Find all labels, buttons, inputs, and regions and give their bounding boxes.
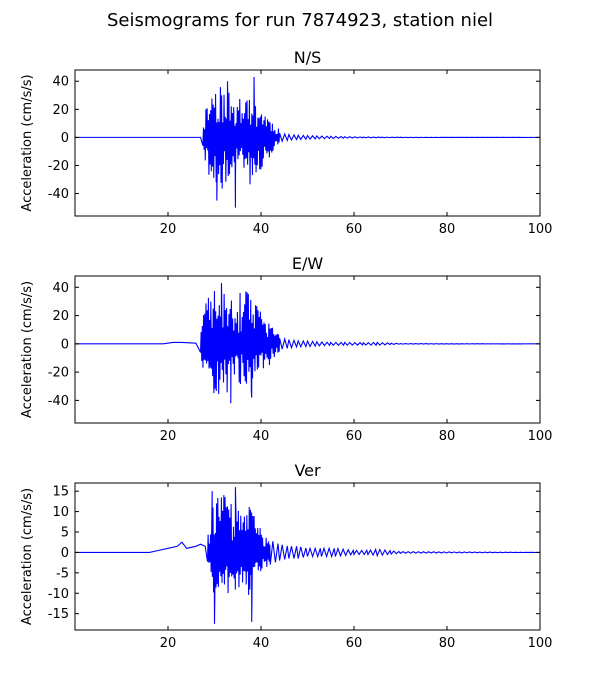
trace-ns bbox=[75, 77, 540, 208]
ytick-label-ns--40: -40 bbox=[48, 187, 69, 202]
xtick-label-ns-40: 40 bbox=[253, 222, 270, 237]
ylabel-ew: Acceleration (cm/s/s) bbox=[20, 281, 35, 418]
trace-ew bbox=[75, 283, 540, 404]
xtick-label-ver-20: 20 bbox=[160, 636, 177, 651]
ytick-label-ew--20: -20 bbox=[48, 366, 69, 381]
ytick-label-ver-0: 0 bbox=[61, 546, 69, 561]
xtick-label-ew-60: 60 bbox=[346, 429, 363, 444]
axes-frame-ns bbox=[74, 69, 541, 217]
xtick-label-ns-100: 100 bbox=[528, 222, 553, 237]
xtick-label-ns-60: 60 bbox=[346, 222, 363, 237]
ytick-label-ns--20: -20 bbox=[48, 159, 69, 174]
ytick-label-ew--40: -40 bbox=[48, 394, 69, 409]
axes-frame-ew bbox=[74, 275, 541, 424]
axes-frame-ver bbox=[74, 482, 541, 631]
subplot-title-ver: Ver bbox=[294, 461, 321, 480]
ytick-label-ver-10: 10 bbox=[52, 505, 69, 520]
ytick-label-ew-0: 0 bbox=[61, 337, 69, 352]
ylabel-ver: Acceleration (cm/s/s) bbox=[20, 488, 35, 625]
ytick-label-ew-20: 20 bbox=[52, 309, 69, 324]
ytick-label-ver--5: -5 bbox=[56, 566, 69, 581]
xtick-label-ver-80: 80 bbox=[439, 636, 456, 651]
ytick-label-ver--10: -10 bbox=[48, 587, 69, 602]
ytick-label-ew-40: 40 bbox=[52, 281, 69, 296]
subplot-title-ew: E/W bbox=[292, 254, 324, 273]
ylabel-ns: Acceleration (cm/s/s) bbox=[20, 74, 35, 211]
xtick-label-ver-100: 100 bbox=[528, 636, 553, 651]
xtick-label-ns-20: 20 bbox=[160, 222, 177, 237]
trace-ver bbox=[75, 487, 540, 624]
chart-ew: 20 40 60 80 100 -40 -20 0 20 40 E/W Acceleration (c… bbox=[20, 254, 552, 444]
ytick-label-ns-40: 40 bbox=[52, 75, 69, 90]
figure-title: Seismograms for run 7874923, station nie… bbox=[106, 10, 494, 31]
ytick-label-ver-15: 15 bbox=[52, 485, 69, 500]
xtick-label-ver-40: 40 bbox=[253, 636, 270, 651]
xtick-label-ew-100: 100 bbox=[528, 429, 553, 444]
xtick-label-ver-60: 60 bbox=[346, 636, 363, 651]
chart-ver: 20 40 60 80 100 -15 -10 -5 0 5 10 15 Ver Acceleration… bbox=[20, 461, 552, 651]
subplot-title-ns: N/S bbox=[294, 48, 322, 67]
chart-ns: 20 40 60 80 100 -40 -20 0 20 40 N/S Acceleration (c… bbox=[20, 48, 552, 237]
xtick-label-ew-80: 80 bbox=[439, 429, 456, 444]
ytick-label-ns-20: 20 bbox=[52, 103, 69, 118]
ytick-label-ver--15: -15 bbox=[48, 607, 69, 622]
xtick-label-ew-20: 20 bbox=[160, 429, 177, 444]
xtick-label-ew-40: 40 bbox=[253, 429, 270, 444]
ytick-label-ns-0: 0 bbox=[61, 131, 69, 146]
xtick-label-ns-80: 80 bbox=[439, 222, 456, 237]
ytick-label-ver-5: 5 bbox=[61, 526, 69, 541]
